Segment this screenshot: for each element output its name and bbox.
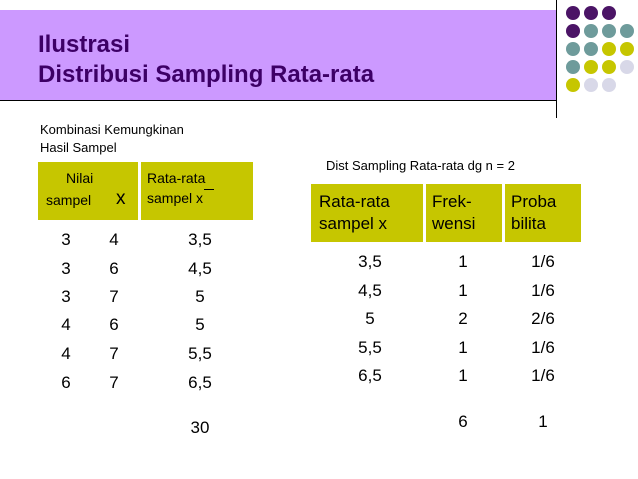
value-b: 7 — [109, 287, 119, 306]
dot — [620, 42, 634, 56]
dot — [584, 24, 598, 38]
header-prob-line-2: bilita — [511, 214, 546, 233]
header-freq-line-2: wensi — [432, 214, 476, 233]
right-header-frequency: Frek- wensi — [426, 184, 502, 242]
value-mean: 4,5 — [188, 259, 212, 278]
dot — [584, 42, 598, 56]
dist-frequency: 1 — [458, 366, 468, 385]
title-band — [0, 10, 556, 100]
header-x: x — [116, 188, 126, 209]
value-b: 6 — [109, 315, 119, 334]
dot — [584, 78, 598, 92]
dist-probability: 2/6 — [531, 309, 555, 328]
right-total-probability: 1 — [538, 412, 548, 431]
left-header-values: Nilai sampel x — [38, 162, 138, 220]
dot — [584, 60, 598, 74]
value-b: 6 — [109, 259, 119, 278]
dot — [566, 42, 580, 56]
value-mean: 5,5 — [188, 344, 212, 363]
dist-frequency: 1 — [458, 252, 468, 271]
value-a: 4 — [61, 315, 71, 334]
dist-probability: 1/6 — [531, 252, 555, 271]
header-nilai-line-1: Nilai — [66, 170, 94, 186]
value-a: 3 — [61, 230, 71, 249]
value-mean: 5 — [195, 287, 205, 306]
header-rata-line-1: Rata-rata — [147, 170, 206, 186]
value-b: 7 — [109, 373, 119, 392]
dist-frequency: 1 — [458, 338, 468, 357]
header-mean-line-1: Rata-rata — [319, 192, 390, 211]
value-a: 3 — [61, 287, 71, 306]
value-b: 7 — [109, 344, 119, 363]
dist-frequency: 1 — [458, 281, 468, 300]
title-line-2: Distribusi Sampling Rata-rata — [38, 61, 375, 88]
left-caption-line-1: Kombinasi Kemungkinan — [40, 122, 184, 137]
xbar-overline — [204, 189, 214, 190]
value-a: 6 — [61, 373, 71, 392]
dot — [602, 6, 616, 20]
dist-mean: 6,5 — [358, 366, 382, 385]
dot — [620, 24, 634, 38]
left-total: 30 — [190, 418, 210, 437]
value-a: 3 — [61, 259, 71, 278]
right-header-mean: Rata-rata sampel x — [311, 184, 423, 242]
dot — [566, 6, 580, 20]
dist-frequency: 2 — [458, 309, 468, 328]
value-mean: 6,5 — [188, 373, 212, 392]
left-header-mean: Rata-rata sampel x — [141, 162, 253, 220]
dist-probability: 1/6 — [531, 366, 555, 385]
dot — [584, 6, 598, 20]
dist-probability: 1/6 — [531, 338, 555, 357]
dot — [602, 60, 616, 74]
right-caption: Dist Sampling Rata-rata dg n = 2 — [326, 158, 515, 173]
header-prob-line-1: Proba — [511, 192, 557, 211]
value-a: 4 — [61, 344, 71, 363]
dist-mean: 3,5 — [358, 252, 382, 271]
dot — [602, 24, 616, 38]
title-divider-vertical — [556, 0, 557, 118]
slide-title: Ilustrasi Distribusi Sampling Rata-rata — [38, 30, 374, 90]
dot — [566, 24, 580, 38]
right-total-frequency: 6 — [458, 412, 468, 431]
dist-mean: 4,5 — [358, 281, 382, 300]
title-divider-horizontal — [0, 100, 556, 101]
value-mean: 3,5 — [188, 230, 212, 249]
dot — [620, 60, 634, 74]
dot — [566, 60, 580, 74]
header-mean-line-2: sampel x — [319, 214, 388, 233]
header-freq-line-1: Frek- — [432, 192, 472, 211]
dist-mean: 5,5 — [358, 338, 382, 357]
dist-mean: 5 — [365, 309, 375, 328]
header-rata-line-2: sampel x — [147, 190, 204, 206]
title-line-1: Ilustrasi — [38, 31, 131, 58]
dot — [566, 78, 580, 92]
dist-probability: 1/6 — [531, 281, 555, 300]
left-caption-line-2: Hasil Sampel — [40, 140, 117, 155]
dot — [602, 78, 616, 92]
value-mean: 5 — [195, 315, 205, 334]
dot — [602, 42, 616, 56]
right-header-probability: Proba bilita — [505, 184, 581, 242]
header-nilai-line-2: sampel — [46, 192, 92, 208]
value-b: 4 — [109, 230, 119, 249]
